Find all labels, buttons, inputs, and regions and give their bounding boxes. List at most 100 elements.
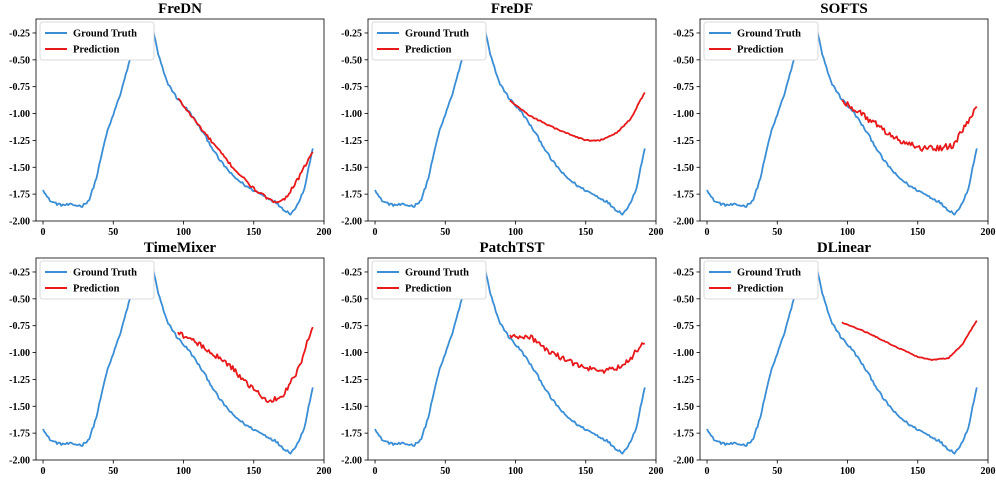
y-tick-label: -0.75 xyxy=(673,82,694,93)
y-tick-label: -1.25 xyxy=(673,136,694,147)
prediction-line xyxy=(509,333,646,374)
x-tick-label: 100 xyxy=(840,227,855,238)
y-tick-label: -0.50 xyxy=(673,55,694,66)
legend-box xyxy=(371,260,487,300)
chart-svg: PatchTST -0.25 -0.50 -0.75 -1.00 -1.25 -1.50 -1… xyxy=(341,240,663,477)
legend: Ground Truth Prediction xyxy=(703,260,819,300)
ground-truth-line xyxy=(374,21,646,216)
y-tick-label: -0.75 xyxy=(341,82,362,93)
x-tick-label: 50 xyxy=(772,466,782,477)
chart-panel-fredn: FreDN -0.25 -0.50 -0.75 -1.00 -1.25 -1.50 -1.75… xyxy=(0,0,332,239)
y-tick-label: -0.50 xyxy=(341,294,362,305)
y-tick-label: -0.25 xyxy=(673,28,694,39)
x-tick-label: 100 xyxy=(840,466,855,477)
legend: Ground Truth Prediction xyxy=(703,21,819,61)
x-tick-label: 0 xyxy=(41,466,46,477)
chart-panel-dlinear: DLinear -0.25 -0.50 -0.75 -1.00 -1.25 -1.50 -1.… xyxy=(664,239,996,478)
x-tick-label: 50 xyxy=(772,227,782,238)
y-tick-label: -0.50 xyxy=(673,294,694,305)
axes-frame xyxy=(35,257,325,461)
x-tick-label: 200 xyxy=(317,466,332,477)
legend-box xyxy=(39,260,155,300)
legend-label-ground-truth: Ground Truth xyxy=(405,29,469,40)
legend-label-prediction: Prediction xyxy=(737,284,784,295)
x-tick-label: 150 xyxy=(246,227,261,238)
x-tick-label: 0 xyxy=(41,227,46,238)
y-tick-label: -1.50 xyxy=(9,163,30,174)
axes-frame xyxy=(699,257,989,461)
axes-frame xyxy=(367,257,657,461)
y-tick-label: -1.00 xyxy=(673,348,694,359)
legend-label-ground-truth: Ground Truth xyxy=(737,29,801,40)
legend-box xyxy=(703,260,819,300)
chart-title: TimeMixer xyxy=(144,240,217,256)
y-tick-label: -1.25 xyxy=(341,375,362,386)
prediction-line xyxy=(841,320,978,362)
y-tick-label: -0.75 xyxy=(9,82,30,93)
y-tick-label: -1.50 xyxy=(341,163,362,174)
legend-label-prediction: Prediction xyxy=(73,45,120,56)
x-tick-label: 200 xyxy=(649,227,664,238)
y-tick-label: -0.50 xyxy=(9,294,30,305)
x-tick-label: 100 xyxy=(176,466,191,477)
chart-title: FreDF xyxy=(491,1,533,17)
legend-label-ground-truth: Ground Truth xyxy=(73,268,137,279)
legend-box xyxy=(703,21,819,61)
y-tick-label: -0.25 xyxy=(673,267,694,278)
y-tick-label: -2.00 xyxy=(341,456,362,467)
x-tick-label: 0 xyxy=(373,227,378,238)
y-tick-label: -1.50 xyxy=(9,402,30,413)
x-tick-label: 100 xyxy=(176,227,191,238)
y-tick-label: -1.25 xyxy=(9,375,30,386)
y-tick-label: -1.00 xyxy=(9,109,30,120)
y-tick-label: -2.00 xyxy=(9,217,30,228)
prediction-line xyxy=(177,97,314,204)
ground-truth-line xyxy=(42,260,314,455)
y-tick-label: -1.75 xyxy=(673,429,694,440)
legend-box xyxy=(371,21,487,61)
x-tick-label: 50 xyxy=(440,227,450,238)
chart-svg: SOFTS -0.25 -0.50 -0.75 -1.00 -1.25 -1.50 -1.75… xyxy=(673,1,996,238)
x-tick-label: 200 xyxy=(981,466,996,477)
prediction-line xyxy=(509,91,646,142)
legend: Ground Truth Prediction xyxy=(39,21,155,61)
x-tick-label: 200 xyxy=(981,227,996,238)
legend-label-prediction: Prediction xyxy=(405,284,452,295)
x-tick-label: 150 xyxy=(578,227,593,238)
prediction-line xyxy=(177,326,314,404)
y-tick-label: -0.50 xyxy=(9,55,30,66)
x-tick-label: 50 xyxy=(440,466,450,477)
chart-svg: DLinear -0.25 -0.50 -0.75 -1.00 -1.25 -1.50 -1.… xyxy=(673,240,996,477)
x-tick-label: 0 xyxy=(705,466,710,477)
x-tick-label: 0 xyxy=(705,227,710,238)
y-tick-label: -0.75 xyxy=(341,321,362,332)
axes-frame xyxy=(367,18,657,222)
legend: Ground Truth Prediction xyxy=(371,260,487,300)
axes-frame xyxy=(699,18,989,222)
y-tick-label: -0.25 xyxy=(341,267,362,278)
x-tick-label: 150 xyxy=(910,227,925,238)
y-tick-label: -1.50 xyxy=(673,163,694,174)
legend-label-prediction: Prediction xyxy=(737,45,784,56)
legend-label-ground-truth: Ground Truth xyxy=(737,268,801,279)
y-tick-label: -1.50 xyxy=(673,402,694,413)
chart-title: SOFTS xyxy=(820,1,868,17)
x-tick-label: 50 xyxy=(108,227,118,238)
x-tick-label: 150 xyxy=(910,466,925,477)
x-tick-label: 150 xyxy=(246,466,261,477)
y-tick-label: -2.00 xyxy=(673,217,694,228)
x-tick-label: 100 xyxy=(508,466,523,477)
x-tick-label: 150 xyxy=(578,466,593,477)
chart-title: FreDN xyxy=(158,1,202,17)
y-tick-label: -1.00 xyxy=(341,109,362,120)
y-tick-label: -0.25 xyxy=(9,28,30,39)
legend-box xyxy=(39,21,155,61)
chart-svg: FreDF -0.25 -0.50 -0.75 -1.00 -1.25 -1.50 -1.75… xyxy=(341,1,664,238)
chart-svg: FreDN -0.25 -0.50 -0.75 -1.00 -1.25 -1.50 -1.75… xyxy=(9,1,331,238)
y-tick-label: -1.75 xyxy=(341,190,362,201)
x-tick-label: 50 xyxy=(108,466,118,477)
prediction-line xyxy=(841,99,978,152)
y-tick-label: -1.75 xyxy=(9,190,30,201)
y-tick-label: -1.25 xyxy=(341,136,362,147)
